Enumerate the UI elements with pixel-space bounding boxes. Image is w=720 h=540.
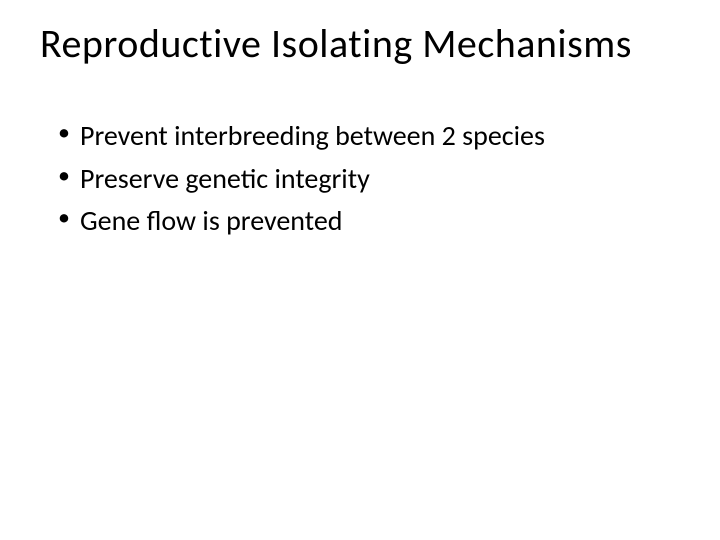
slide-container: Reproductive Isolating Mechanisms Preven… bbox=[0, 0, 720, 540]
bullet-item: Gene flow is prevented bbox=[58, 201, 680, 242]
bullet-item: Prevent interbreeding between 2 species bbox=[58, 116, 680, 157]
slide-title: Reproductive Isolating Mechanisms bbox=[40, 20, 680, 68]
bullet-item: Preserve genetic integrity bbox=[58, 159, 680, 200]
bullet-list: Prevent interbreeding between 2 species … bbox=[40, 116, 680, 242]
